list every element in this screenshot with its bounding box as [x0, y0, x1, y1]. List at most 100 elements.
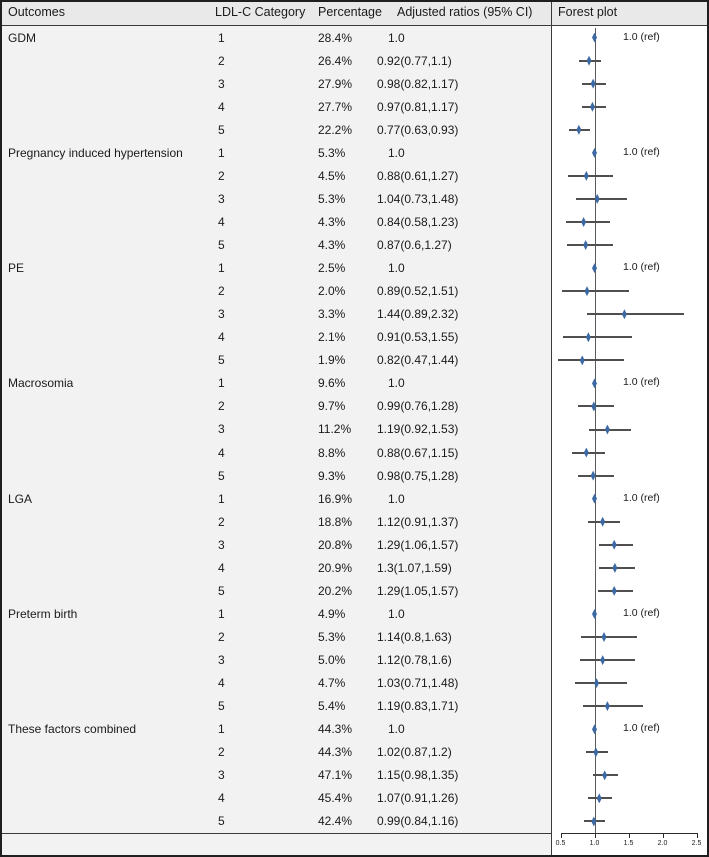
table-row: 4 20.9% 1.3(1.07,1.59): [0, 556, 551, 579]
category-cell: 4: [218, 214, 225, 229]
category-cell: 2: [218, 53, 225, 68]
ci-line: [579, 659, 636, 662]
table-row: GDM 1 28.4% 1.0: [0, 26, 551, 49]
category-cell: 3: [218, 76, 225, 91]
header-forest-plot: Forest plot: [558, 5, 618, 19]
ratio-cell: 1.02(0.87,1.2): [377, 745, 452, 760]
category-cell: 2: [218, 399, 225, 414]
ratio-cell: 0.91(0.53,1.55): [377, 330, 459, 345]
percentage-cell: 27.9%: [318, 76, 353, 91]
ratio-cell: 1.29(1.06,1.57): [377, 537, 459, 552]
ratio-cell: 0.88(0.67,1.15): [377, 445, 459, 460]
category-cell: 2: [218, 168, 225, 183]
point-marker: [594, 678, 600, 689]
table-row: 3 20.8% 1.29(1.06,1.57): [0, 533, 551, 556]
ratio-cell: 0.88(0.61,1.27): [377, 168, 459, 183]
point-marker: [592, 608, 597, 619]
ratio-cell: 0.99(0.84,1.16): [377, 814, 459, 829]
ref-label: 1.0 (ref): [623, 722, 660, 735]
category-cell: 4: [218, 676, 225, 691]
ratio-cell: 1.14(0.8,1.63): [377, 630, 452, 644]
point-marker: [583, 447, 589, 458]
category-cell: 1: [218, 261, 225, 276]
table-row: These factors combined 1 44.3% 1.0: [0, 718, 551, 741]
axis-tick-label: 0.5: [555, 840, 566, 847]
table-row: 4 45.4% 1.07(0.91,1.26): [0, 787, 551, 810]
ratio-cell: 0.98(0.82,1.17): [377, 76, 459, 91]
percentage-cell: 2.0%: [318, 284, 346, 299]
percentage-cell: 44.3%: [318, 745, 353, 760]
ratio-cell: 1.0: [388, 722, 405, 737]
axis-tick: [696, 833, 698, 838]
point-marker: [604, 424, 610, 435]
percentage-cell: 2.5%: [318, 261, 346, 276]
category-cell: 1: [218, 30, 225, 45]
category-cell: 4: [218, 99, 225, 114]
ratio-cell: 0.89(0.52,1.51): [377, 284, 459, 299]
table-row: PE 1 2.5% 1.0: [0, 257, 551, 280]
percentage-cell: 42.4%: [318, 814, 353, 829]
percentage-cell: 26.4%: [318, 53, 353, 68]
ci-line: [561, 290, 630, 293]
category-cell: 4: [218, 791, 225, 806]
ratio-cell: 0.84(0.58,1.23): [377, 214, 459, 229]
table-row: 4 2.1% 0.91(0.53,1.55): [0, 326, 551, 349]
percentage-cell: 16.9%: [318, 491, 353, 506]
table-bottom-rule: [0, 833, 551, 834]
header-outcomes: Outcomes: [8, 5, 65, 19]
axis-tick-label: 2.0: [657, 840, 668, 847]
ratio-cell: 1.0: [388, 145, 405, 160]
table-row: Pregnancy induced hypertension 1 5.3% 1.0: [0, 141, 551, 164]
category-cell: 3: [218, 768, 225, 783]
table-row: 5 1.9% 0.82(0.47,1.44): [0, 349, 551, 372]
axis-tick: [628, 833, 630, 838]
axis-tick-label: 2.5: [691, 840, 702, 847]
ratio-cell: 0.82(0.47,1.44): [377, 353, 459, 368]
percentage-cell: 5.3%: [318, 191, 346, 206]
point-marker: [611, 585, 617, 596]
table-row: 2 18.8% 1.12(0.91,1.37): [0, 510, 551, 533]
table-row: 5 20.2% 1.29(1.05,1.57): [0, 579, 551, 602]
percentage-cell: 4.5%: [318, 168, 346, 183]
percentage-cell: 45.4%: [318, 791, 353, 806]
category-cell: 5: [218, 353, 225, 368]
point-marker: [590, 470, 596, 481]
category-cell: 2: [218, 514, 225, 529]
ratio-cell: 1.19(0.83,1.71): [377, 699, 459, 714]
percentage-cell: 22.2%: [318, 122, 353, 137]
percentage-cell: 5.0%: [318, 653, 346, 668]
outcome-cell: PE: [8, 261, 25, 276]
percentage-cell: 8.8%: [318, 445, 346, 460]
table-row: 5 9.3% 0.98(0.75,1.28): [0, 464, 551, 487]
outcome-cell: GDM: [8, 30, 36, 45]
percentage-cell: 4.9%: [318, 606, 346, 621]
ratio-cell: 1.19(0.92,1.53): [377, 422, 459, 437]
table-row: 2 2.0% 0.89(0.52,1.51): [0, 280, 551, 303]
percentage-cell: 28.4%: [318, 30, 353, 45]
point-marker: [592, 32, 597, 43]
category-cell: 5: [218, 583, 225, 598]
table-row: 2 5.3% 1.14(0.8,1.63): [0, 625, 551, 648]
axis-tick: [594, 833, 596, 838]
ci-line: [582, 705, 643, 708]
ratio-cell: 1.44(0.89,2.32): [377, 307, 459, 322]
point-marker: [621, 309, 627, 320]
reference-line: [594, 28, 596, 833]
point-marker: [611, 539, 617, 550]
percentage-cell: 44.3%: [318, 722, 353, 737]
percentage-cell: 1.9%: [318, 353, 346, 368]
table-row: Macrosomia 1 9.6% 1.0: [0, 372, 551, 395]
category-cell: 3: [218, 191, 225, 206]
percentage-cell: 27.7%: [318, 99, 353, 114]
table-row: 3 27.9% 0.98(0.82,1.17): [0, 72, 551, 95]
table-row: 3 47.1% 1.15(0.98,1.35): [0, 764, 551, 787]
axis-tick-label: 1.0: [589, 840, 600, 847]
header-adjusted-ratios: Adjusted ratios (95% CI): [397, 5, 533, 19]
percentage-cell: 5.3%: [318, 630, 346, 644]
point-marker: [592, 263, 597, 274]
point-marker: [576, 124, 582, 135]
table-row: 5 22.2% 0.77(0.63,0.93): [0, 118, 551, 141]
ratio-cell: 1.15(0.98,1.35): [377, 768, 459, 783]
ratio-cell: 1.0: [388, 491, 405, 506]
